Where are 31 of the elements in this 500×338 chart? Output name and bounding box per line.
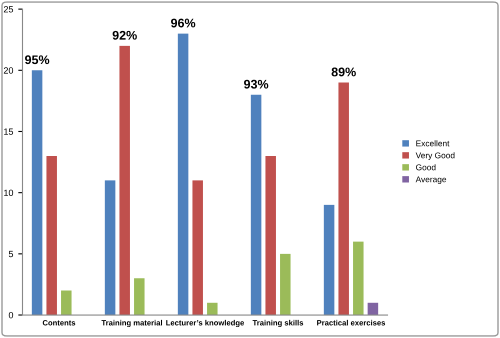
bar [32, 70, 42, 316]
bar [353, 242, 364, 316]
y-tick-label: 0 [8, 312, 14, 318]
bar [280, 254, 291, 316]
bar [178, 34, 188, 316]
legend-label: Excellent [416, 140, 450, 146]
legend-label: Good [416, 164, 436, 170]
bar [207, 302, 218, 316]
annotation: 95% [25, 55, 50, 64]
bar [192, 180, 203, 316]
annotation: 89% [332, 68, 356, 76]
bar [134, 278, 145, 316]
bar [119, 46, 130, 316]
bar [250, 94, 262, 316]
y-tick-label: 10 [4, 190, 14, 196]
y-tick-label: 20 [4, 67, 14, 74]
annotation: 92% [112, 30, 137, 40]
bar [265, 156, 276, 316]
bar [61, 290, 72, 316]
y-tick-label: 25 [4, 6, 14, 12]
legend-label: Average [416, 176, 446, 184]
annotation: 93% [244, 80, 268, 89]
bar [368, 302, 378, 316]
y-tick-label: 5 [8, 250, 14, 258]
bar [324, 204, 334, 316]
bar [104, 180, 116, 316]
bar [46, 156, 57, 316]
legend-label: Very Good [416, 152, 454, 160]
annotation: 96% [171, 18, 196, 28]
bar [338, 82, 349, 316]
y-tick-label: 15 [4, 128, 14, 135]
